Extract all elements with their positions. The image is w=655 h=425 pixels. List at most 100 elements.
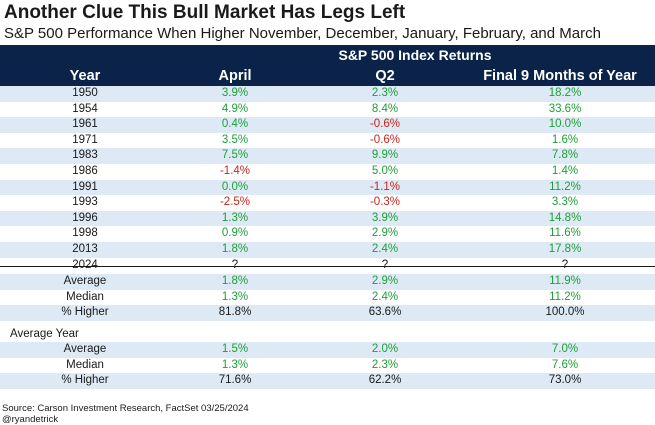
cell-final9: 7.0% xyxy=(551,343,579,355)
cell-april: 1.8% xyxy=(221,275,249,288)
cell-q2: -0.3% xyxy=(369,196,401,209)
average-year-row: % Higher 71.6% 62.2% 73.0% xyxy=(0,373,655,389)
source-note: Source: Carson Investment Research, Fact… xyxy=(2,403,249,414)
author-handle: @ryandetrick xyxy=(2,414,59,425)
cell-final9: 1.6% xyxy=(551,133,579,146)
cell-april: 71.6% xyxy=(218,374,252,387)
row-label: 1996 xyxy=(72,211,98,224)
table-row: 1991 0.0% -1.1% 11.2% xyxy=(0,179,655,196)
cell-q2: 2.3% xyxy=(371,87,399,99)
row-label: Median xyxy=(66,290,104,303)
column-header-bar: Year April Q2 Final 9 Months of Year xyxy=(0,66,655,86)
cell-final9: 100.0% xyxy=(545,306,585,319)
cell-final9: 10.0% xyxy=(548,118,582,131)
cell-q2: 62.2% xyxy=(368,374,402,387)
cell-q2: 2.0% xyxy=(371,343,399,355)
row-label: Median xyxy=(66,358,104,371)
table-row: 1993 -2.5% -0.3% 3.3% xyxy=(0,195,655,211)
cell-final9: 7.6% xyxy=(551,358,579,371)
column-header-q2: Q2 xyxy=(375,68,395,84)
row-label: 1950 xyxy=(72,87,98,99)
cell-april: 0.0% xyxy=(221,180,249,193)
cell-q2: 3.9% xyxy=(371,211,399,224)
cell-april: -2.5% xyxy=(219,196,251,209)
cell-april: 3.9% xyxy=(221,87,249,99)
chart-title: Another Clue This Bull Market Has Legs L… xyxy=(4,2,406,23)
table-row: 1950 3.9% 2.3% 18.2% xyxy=(0,86,655,102)
row-label: 1998 xyxy=(72,227,98,240)
table-row: 1961 0.4% -0.6% 10.0% xyxy=(0,117,655,133)
cell-april: 1.5% xyxy=(221,343,249,355)
cell-q2: -0.6% xyxy=(369,133,401,146)
cell-q2: 2.4% xyxy=(371,290,399,303)
cell-april: 1.3% xyxy=(221,211,249,224)
cell-final9: 11.2% xyxy=(549,290,581,303)
cell-final9: 3.3% xyxy=(551,196,579,209)
average-year-row: Median 1.3% 2.3% 7.6% xyxy=(0,358,655,374)
cell-april: 1.8% xyxy=(221,243,249,255)
cell-q2: 63.6% xyxy=(368,306,402,319)
row-label: 1961 xyxy=(72,118,98,131)
row-label: 1986 xyxy=(72,165,98,177)
cell-final9: 18.2% xyxy=(548,87,582,99)
cell-final9: ? xyxy=(561,258,569,271)
column-header-april: April xyxy=(218,68,252,84)
cell-final9: 14.8% xyxy=(548,211,582,224)
cell-final9: 1.4% xyxy=(551,165,579,177)
column-header-final9: Final 9 Months of Year xyxy=(483,68,637,84)
cell-final9: 73.0% xyxy=(548,374,582,387)
cell-april: 7.5% xyxy=(221,149,249,162)
cell-april: 1.3% xyxy=(221,290,249,303)
cell-q2: 9.9% xyxy=(371,149,399,162)
cell-april: 4.9% xyxy=(221,102,249,115)
group-header-label: S&P 500 Index Returns xyxy=(338,47,492,63)
cell-q2: 8.4% xyxy=(371,102,399,115)
cell-april: 1.3% xyxy=(221,358,249,371)
table-row: 1996 1.3% 3.9% 14.8% xyxy=(0,210,655,227)
cell-april: 3.5% xyxy=(221,133,249,146)
cell-final9: 17.8% xyxy=(548,243,582,255)
row-label: 2024 xyxy=(72,258,98,271)
average-year-label: Average Year xyxy=(10,328,79,340)
cell-april: ? xyxy=(231,258,239,271)
cell-q2: -1.1% xyxy=(369,180,401,193)
row-label: % Higher xyxy=(61,306,109,319)
row-label: % Higher xyxy=(61,374,109,387)
cell-final9: 11.2% xyxy=(549,180,581,193)
cell-q2: 2.3% xyxy=(371,358,399,371)
cell-april: 0.4% xyxy=(221,118,249,131)
table-row: 1971 3.5% -0.6% 1.6% xyxy=(0,133,655,149)
row-label: 1954 xyxy=(72,102,98,115)
chart-subtitle: S&P 500 Performance When Higher November… xyxy=(4,25,601,42)
cell-q2: 2.9% xyxy=(371,227,399,240)
cell-final9: 11.6% xyxy=(549,227,581,240)
row-label: 1993 xyxy=(72,196,98,209)
row-label: 1971 xyxy=(72,133,98,146)
group-header-bar: S&P 500 Index Returns xyxy=(0,45,655,66)
cell-final9: 11.9% xyxy=(549,275,581,288)
cell-q2: 2.9% xyxy=(371,275,399,288)
cell-april: -1.4% xyxy=(219,165,251,177)
row-label: 1991 xyxy=(72,180,98,193)
summary-row: Average 1.8% 2.9% 11.9% xyxy=(0,274,655,290)
cell-q2: -0.6% xyxy=(369,118,401,131)
row-label: 1983 xyxy=(72,149,98,162)
summary-row: % Higher 81.8% 63.6% 100.0% xyxy=(0,305,655,321)
column-header-year: Year xyxy=(69,68,101,84)
table-row: 2024??? xyxy=(0,258,655,274)
cell-q2: 2.4% xyxy=(371,243,399,255)
table-row: 1954 4.9% 8.4% 33.6% xyxy=(0,102,655,118)
cell-april: 81.8% xyxy=(218,306,252,319)
summary-divider xyxy=(0,266,655,267)
table-row: 1998 0.9% 2.9% 11.6% xyxy=(0,226,655,242)
table-row: 1983 7.5% 9.9% 7.8% xyxy=(0,148,655,164)
table-row: 2013 1.8% 2.4% 17.8% xyxy=(0,242,655,258)
cell-q2: ? xyxy=(381,258,389,271)
row-label: Average xyxy=(63,275,107,288)
cell-final9: 7.8% xyxy=(551,149,579,162)
cell-april: 0.9% xyxy=(221,227,249,240)
table-row: 1986 -1.4% 5.0% 1.4% xyxy=(0,164,655,180)
summary-row: Median 1.3% 2.4% 11.2% xyxy=(0,290,655,306)
average-year-row: Average 1.5% 2.0% 7.0% xyxy=(0,342,655,358)
row-label: 2013 xyxy=(72,243,98,255)
